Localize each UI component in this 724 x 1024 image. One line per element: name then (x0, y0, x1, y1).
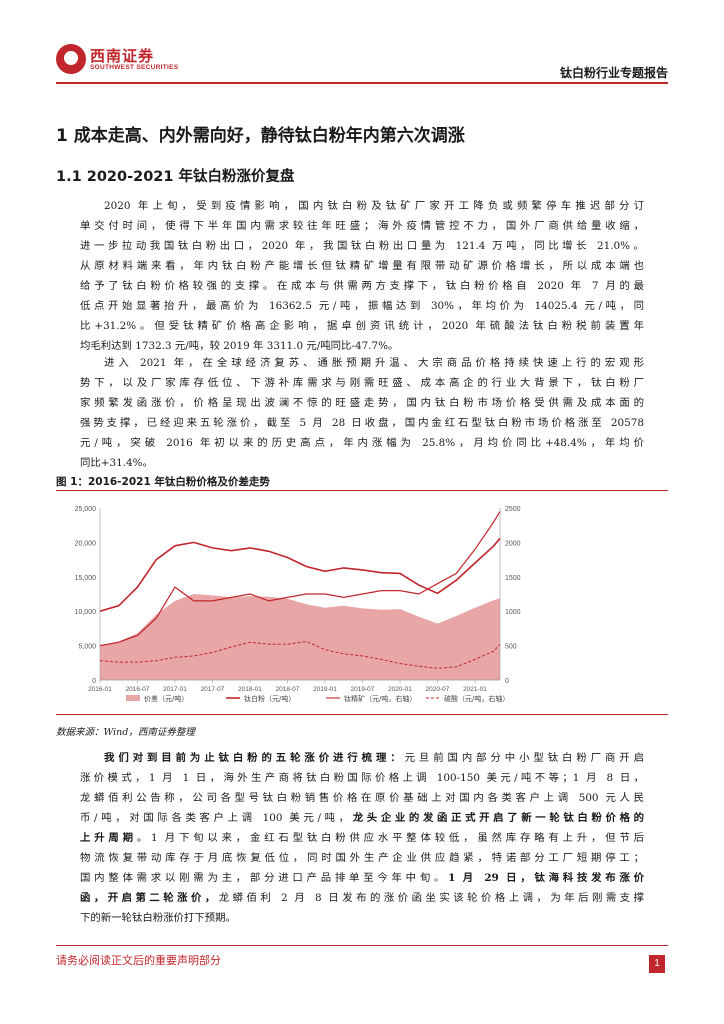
header-divider (56, 82, 668, 84)
price-chart: 25,000 20,000 15,000 10,000 5,000 0 2500 2000 15… (56, 494, 668, 708)
figure-source: 数据来源：Wind，西南证券整理 (56, 727, 195, 738)
y-right-tick-label: 1000 (505, 609, 521, 616)
para-line: 函，开启第二轮涨价，龙蟒佰利 2 月 8 日发布的涨价函坐实该轮价格上调，为年后… (80, 888, 644, 908)
para-bold: 函，开启第二轮涨价， (80, 892, 219, 904)
x-tick-label: 2019-07 (351, 686, 375, 693)
x-tick-label: 2018-01 (238, 686, 262, 693)
x-tick-label: 2020-07 (426, 686, 450, 693)
x-tick-label: 2017-07 (201, 686, 225, 693)
para-line: 进入 2021 年，在全球经济复苏、通胀预期升温、大宗商品价格持续快速上行的宏观… (104, 357, 644, 369)
section-title: 1 成本走高、内外需向好，静待钛白粉年内第六次调涨 (56, 126, 465, 146)
para-line: 币/吨，对国际各类客户上调 100 美元/吨，龙头企业的发函正式开启了新一轮钛白… (80, 808, 644, 828)
para-line: 同比+31.4%。 (80, 457, 153, 469)
para-line: 强势支撑，已经迎来五轮涨价，截至 5 月 28 日收盘，国内金红石型钛白粉市场价… (80, 417, 644, 429)
series-line-2 (99, 511, 501, 647)
x-tick-label: 2018-07 (276, 686, 300, 693)
para-line: 给予了钛白粉价格较强的支撑。在成本与供需两方支撑下，钛白粉价格自 2020 年 … (80, 280, 644, 292)
para-line: 单交付时间，使得下半年国内需求较往年旺盛；海外疫情管控不力，国外厂商供给量收缩， (80, 220, 644, 232)
para-line: 均毛利达到 1732.3 元/吨，较 2019 年 3311.0 元/吨同比-4… (80, 340, 399, 352)
price-chart-svg: 25,000 20,000 15,000 10,000 5,000 0 2500 2000 15… (75, 506, 521, 703)
report-type: 钛白粉行业专题报告 (559, 66, 668, 80)
para-text: 龙蟒佰利 2 月 8 日发布的涨价函坐实该轮价格上调，为年后刚需支撑 (218, 892, 644, 904)
legend-swatch (126, 695, 140, 701)
logo-name: 西南证券 (90, 47, 155, 65)
series-spread-area (100, 594, 500, 680)
x-tick-label: 2016-07 (126, 686, 150, 693)
legend-label: 钛白粉（元/吨） (244, 694, 295, 703)
para-line: 2020 年上旬，受到疫情影响，国内钛白粉及钛矿厂家开工降负或频繁停车推迟部分订 (104, 200, 644, 212)
y-left-tick-label: 20,000 (75, 540, 97, 547)
para-line: 势下，以及厂家库存低位、下游补库需求与刚需旺盛、成本高企的行业大背景下，钛白粉厂 (80, 377, 644, 389)
y-left-tick-label: 10,000 (75, 609, 97, 616)
para-line: 从原材料端来看，年内钛白粉产能增长但钛精矿增量有限带动矿源价格增长，所以成本端也 (80, 260, 644, 272)
para-line: 龙蟒佰利公告称，公司各型号钛白粉销售价格在原价基础上对国内各类客户上调 500 … (80, 792, 644, 804)
para-line: 我们对到目前为止钛白粉的五轮涨价进行梳理：元旦前国内部分中小型钛白粉厂商开启 (80, 748, 644, 768)
x-tick-label: 2016-01 (88, 686, 112, 693)
para-bold: 上升周期 (80, 832, 137, 844)
legend-label: 硫酸（元/吨，右轴） (444, 694, 509, 703)
paragraph-3: 我们对到目前为止钛白粉的五轮涨价进行梳理：元旦前国内部分中小型钛白粉厂商开启 涨… (80, 748, 644, 928)
para-line: 国内整体需求以刚需为主，部分进口产品排单至今年中旬。1 月 29 日，钛海科技发… (80, 868, 644, 888)
y-right-tick-label: 2000 (505, 540, 521, 547)
figure-bottom-rule (56, 714, 668, 715)
y-left-tick-label: 25,000 (75, 506, 97, 513)
y-right-tick-label: 1500 (505, 575, 521, 582)
y-left-tick-label: 5,000 (78, 644, 96, 651)
para-bold: 1 月 29 日，钛海科技发布涨价 (448, 872, 644, 884)
para-line: 下的新一轮钛白粉涨价打下预期。 (80, 912, 236, 924)
series-line-1 (99, 537, 501, 612)
legend-label: 价差（元/吨） (144, 694, 188, 703)
y-right-tick-label: 500 (505, 644, 517, 651)
y-right-tick-label: 0 (505, 678, 509, 685)
para-text: 元旦前国内部分中小型钛白粉厂商开启 (404, 752, 644, 764)
subsection-title: 1.1 2020-2021 年钛白粉涨价复盘 (56, 169, 295, 185)
logo-en: SOUTHWEST SECURITIES (90, 64, 179, 71)
x-tick-label: 2020-01 (388, 686, 412, 693)
company-logo: 西南证券 SOUTHWEST SECURITIES (56, 44, 186, 80)
para-line: 涨价模式，1 月 1 日，海外生产商将钛白粉国际价格上调 100-150 美元/… (80, 772, 644, 784)
para-line: 低点开始显著抬升，最高价为 16362.5 元/吨，振幅达到 30%，年均价为 … (80, 300, 644, 312)
x-tick-label: 2021-01 (463, 686, 487, 693)
x-tick-label: 2019-01 (313, 686, 337, 693)
para-line: 家频繁发函涨价，价格呈现出波澜不惊的旺盛走势，国内钛白粉市场价格受供需及成本面的 (80, 397, 644, 409)
para-text: 币/吨，对国际各类客户上调 100 美元/吨， (80, 812, 353, 824)
para-line: 比+31.2%。但受钛精矿价格高企影响，据卓创资讯统计，2020 年硫酸法钛白粉… (80, 320, 644, 332)
y-right-tick-label: 2500 (505, 506, 521, 513)
paragraph-1: 2020 年上旬，受到疫情影响，国内钛白粉及钛矿厂家开工降负或频繁停车推迟部分订… (80, 196, 644, 356)
footer-divider (56, 945, 668, 946)
legend-label: 钛精矿（元/吨，右轴） (344, 694, 416, 703)
para-bold: 龙头企业的发函正式开启了新一轮钛白粉价格的 (352, 812, 644, 824)
para-line: 上升周期。1 月下旬以来，金红石型钛白粉供应水平整体较低，虽然库存略有上升，但节… (80, 828, 644, 848)
figure-top-rule (56, 490, 668, 491)
para-line: 物流恢复带动库存于月底恢复低位，同时国外生产企业供应趋紧，特诺部分工厂短期停工； (80, 852, 644, 864)
footer-notice: 请务必阅读正文后的重要声明部分 (56, 954, 221, 967)
para-text: 国内整体需求以刚需为主，部分进口产品排单至今年中旬。 (80, 872, 449, 884)
logo-mark-icon (56, 44, 86, 74)
para-bold-lead: 我们对到目前为止钛白粉的五轮涨价进行梳理： (104, 752, 405, 764)
paragraph-2: 进入 2021 年，在全球经济复苏、通胀预期升温、大宗商品价格持续快速上行的宏观… (80, 353, 644, 473)
para-line: 元/吨，突破 2016 年初以来的历史高点，年内涨幅为 25.8%，月均价同比+… (80, 437, 644, 449)
y-left-tick-label: 0 (92, 678, 96, 685)
para-text: 。1 月下旬以来，金红石型钛白粉供应水平整体较低，虽然库存略有上升，但节后 (136, 832, 644, 844)
para-line: 进一步拉动我国钛白粉出口，2020 年，我国钛白粉出口量为 121.4 万吨，同… (80, 240, 644, 252)
y-left-tick-label: 15,000 (75, 575, 97, 582)
x-tick-label: 2017-01 (163, 686, 187, 693)
figure-caption: 图 1：2016-2021 年钛白粉价格及价差走势 (56, 476, 270, 488)
page-number: 1 (649, 955, 665, 973)
